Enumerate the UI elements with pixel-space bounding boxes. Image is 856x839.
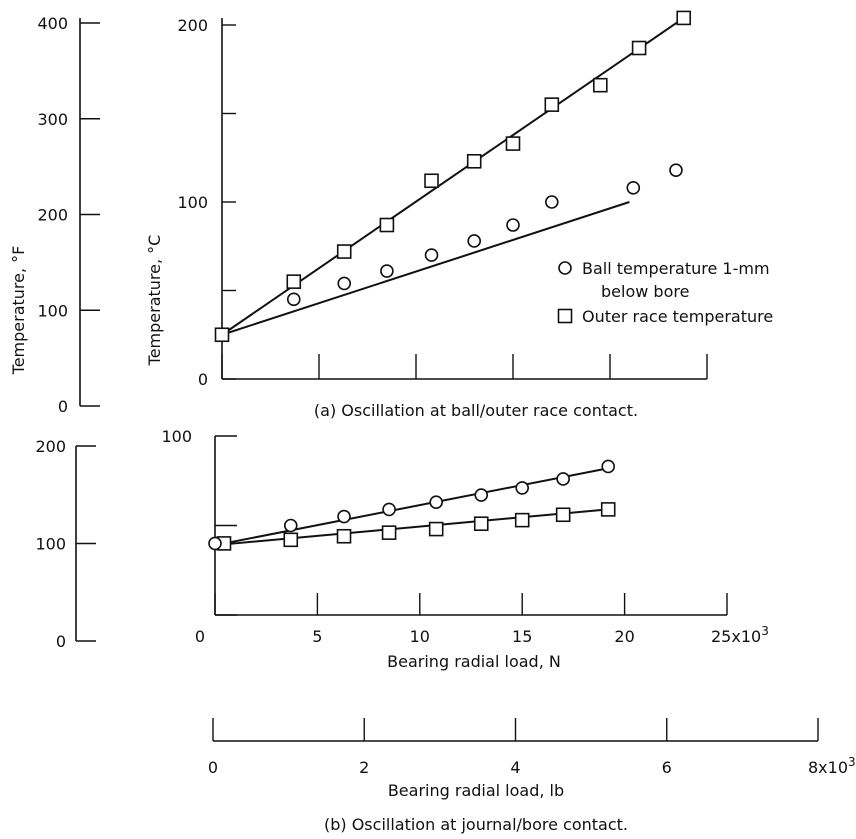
panel-b-marks — [208, 459, 616, 551]
legend-circle-label-1: Ball temperature 1-mm — [582, 259, 770, 278]
panel-b-f-ytick-label: 200 — [35, 437, 66, 456]
panel-a-point-square — [631, 40, 647, 56]
panel-a-point-circle — [380, 264, 394, 278]
panel-a-point-square — [214, 327, 230, 343]
panel-a-point-circle — [506, 218, 520, 232]
panel-a-fahrenheit-axis: Temperature, °F 0 100 200 300 400 — [9, 14, 100, 416]
panel-b-fit-line-1 — [214, 508, 609, 547]
panel-b-point-circle — [601, 459, 616, 474]
panel-a-c-ytick-label: 0 — [198, 370, 208, 389]
panel-b-fahrenheit-axis: 0 100 200 — [35, 437, 96, 651]
panel-b-xtick-label: 10 — [410, 627, 430, 646]
panel-a-f-ytick-label: 400 — [37, 14, 68, 33]
panel-b-xtick-label: 15 — [512, 627, 532, 646]
panel-a-celsius-axis: Temperature, °C 0 100 200 — [145, 16, 708, 389]
panel-b-xtick-label: 0 — [195, 627, 205, 646]
panel-b-point-square — [600, 502, 616, 517]
panel-a-marks — [214, 10, 692, 343]
legend-circle-label-2: below bore — [601, 282, 689, 301]
panel-b-celsius-axis: 100 0 5 10 15 20 25x103 — [161, 427, 768, 646]
panel-b-point-square — [473, 516, 489, 532]
panel-a-legend: Ball temperature 1-mm below bore Outer rac… — [557, 259, 773, 326]
panel-a-point-circle — [626, 181, 641, 195]
panel-b-lb-xtick-label: 6 — [662, 758, 672, 777]
panel-b-point-circle — [208, 536, 222, 551]
panel-b-lb-axis: 0 2 4 6 8x103 — [208, 718, 856, 777]
panel-b-lb-xtick-label: 8x103 — [808, 755, 856, 777]
panel-b-point-circle — [429, 495, 443, 510]
panel-b-fit-line-0 — [214, 467, 609, 547]
panel-a-c-ytick-label: 100 — [177, 193, 208, 212]
panel-b-point-circle — [337, 509, 351, 524]
panel-b-point-square — [283, 532, 299, 548]
panel-b-f-ytick-label: 0 — [56, 632, 66, 651]
panel-b-xlabel-lb: Bearing radial load, lb — [388, 781, 564, 800]
panel-a-fit-line-0 — [221, 201, 630, 336]
panel-b-lb-xtick-label: 4 — [510, 758, 520, 777]
panel-b-point-square — [381, 525, 397, 540]
panel-b-point-square — [428, 521, 444, 537]
panel-b-point-square — [555, 507, 571, 523]
panel-a-point-circle — [424, 248, 439, 262]
panel-b-caption: (b) Oscillation at journal/bore contact. — [324, 815, 628, 834]
panel-a-point-circle — [286, 292, 301, 307]
panel-a-f-ytick-label: 300 — [37, 110, 68, 129]
panel-b-point-circle — [474, 488, 489, 502]
panel-a-point-circle — [669, 163, 683, 177]
panel-a-point-square — [676, 10, 692, 26]
panel-b-point-circle — [283, 518, 298, 533]
panel-a-point-circle — [467, 234, 482, 248]
panel-a-c-ytick-label: 200 — [177, 16, 208, 35]
panel-b-point-circle — [556, 472, 570, 486]
panel-b-point-circle — [382, 502, 396, 517]
panel-b-xtick-label: 5 — [312, 627, 322, 646]
panel-a-point-square — [336, 244, 352, 259]
panel-b-f-ytick-label: 100 — [35, 535, 66, 554]
panel-a-caption: (a) Oscillation at ball/outer race conta… — [314, 401, 638, 420]
panel-a-point-square — [424, 173, 439, 189]
panel-a-point-square — [466, 153, 482, 169]
panel-a-point-circle — [337, 276, 352, 291]
panel-a-f-ytick-label: 100 — [37, 301, 68, 320]
panel-a-point-square — [544, 97, 560, 112]
panel-a-point-square — [505, 136, 521, 151]
legend-square-label: Outer race temperature — [582, 307, 773, 326]
panel-b-xtick-label: 25x103 — [711, 624, 769, 646]
panel-a-point-circle — [544, 195, 559, 209]
panel-b-point-square — [336, 528, 352, 544]
panel-b-xlabel-n: Bearing radial load, N — [387, 652, 561, 671]
panel-b-xtick-label: 20 — [614, 627, 634, 646]
panel-b-lb-xtick-label: 2 — [359, 758, 369, 777]
panel-a-point-square — [379, 217, 395, 233]
legend-square-marker — [557, 308, 573, 324]
panel-a-c-ylabel: Temperature, °C — [145, 235, 164, 367]
panel-b-lb-xtick-label: 0 — [208, 758, 218, 777]
panel-a-f-ytick-label: 200 — [37, 206, 68, 225]
panel-a-point-square — [592, 77, 608, 93]
panel-a-f-ytick-label: 0 — [58, 397, 68, 416]
panel-b-point-square — [514, 512, 530, 528]
legend-circle-marker — [558, 261, 572, 275]
panel-b-point-circle — [515, 481, 530, 495]
panel-b-c-ytick-label: 100 — [161, 427, 192, 446]
panel-a-f-ylabel: Temperature, °F — [9, 246, 28, 376]
panel-a-point-square — [286, 274, 302, 289]
